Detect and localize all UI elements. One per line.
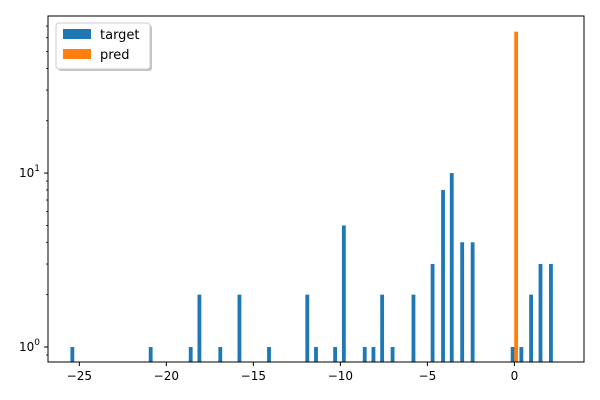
legend-swatch-pred — [63, 49, 91, 59]
bar-target-18 — [449, 173, 454, 362]
y-tick-label-1: 101 — [19, 164, 40, 180]
axes: −25 −20 −15 −10 −5 0 100 101 — [19, 15, 585, 383]
bar-target-21 — [510, 347, 515, 362]
bar-target-8 — [314, 347, 318, 362]
x-tick-label-2: −15 — [241, 369, 266, 383]
bar-target-25 — [549, 264, 553, 362]
y-tick-label-0: 100 — [19, 338, 40, 354]
bar-target-23 — [529, 294, 534, 362]
axes-frame — [47, 15, 585, 363]
x-tick-label-4: −5 — [419, 369, 437, 383]
legend-label-target: target — [100, 28, 140, 43]
bars — [70, 31, 553, 362]
bar-target-13 — [380, 294, 385, 362]
legend: target pred — [55, 22, 152, 71]
x-tick-label-5: 0 — [511, 369, 519, 383]
x-tick-label-3: −10 — [328, 369, 353, 383]
bar-target-2 — [188, 347, 193, 362]
x-tick-label-1: −20 — [154, 369, 179, 383]
bar-target-7 — [305, 294, 310, 362]
bar-target-6 — [267, 347, 271, 362]
bar-target-15 — [411, 294, 416, 362]
bar-target-11 — [362, 347, 367, 362]
bar-pred-0 — [514, 31, 519, 362]
bar-target-1 — [148, 347, 153, 362]
bar-target-24 — [538, 264, 543, 362]
plot-area — [48, 16, 584, 362]
bar-target-3 — [197, 294, 202, 362]
bar-target-10 — [341, 225, 346, 362]
legend-swatch-target — [63, 29, 91, 39]
bar-target-12 — [371, 347, 376, 362]
bar-target-4 — [218, 347, 223, 362]
bar-target-17 — [441, 189, 445, 362]
x-tick-label-0: −25 — [67, 369, 92, 383]
bar-target-0 — [70, 347, 75, 362]
bar-target-9 — [333, 347, 338, 362]
bar-target-20 — [470, 242, 475, 362]
plot-background — [48, 16, 584, 362]
legend-label-pred: pred — [100, 48, 130, 63]
bar-target-16 — [430, 264, 435, 362]
bar-target-5 — [237, 294, 242, 362]
bar-target-22 — [519, 347, 524, 362]
bar-target-14 — [390, 347, 395, 362]
bar-target-19 — [460, 242, 465, 362]
